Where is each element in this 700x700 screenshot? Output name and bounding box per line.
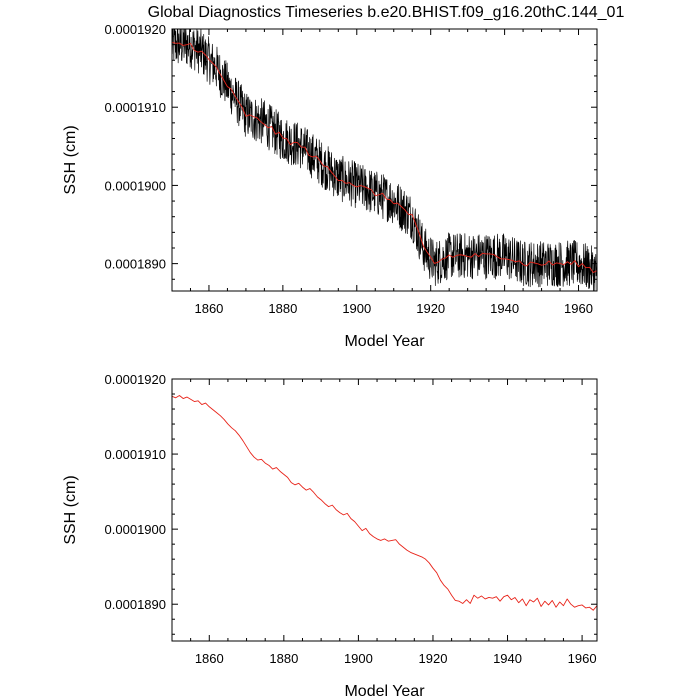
x-tick-label: 1860 xyxy=(195,651,224,666)
y-tick-label: 0.0001900 xyxy=(105,522,166,537)
x-tick-label: 1920 xyxy=(419,651,448,666)
y-axis-label: SSH (cm) xyxy=(62,125,79,194)
plot-frame xyxy=(171,378,598,642)
y-tick-label: 0.0001910 xyxy=(105,447,166,462)
x-tick-label: 1940 xyxy=(493,651,522,666)
x-tick-label: 1920 xyxy=(416,301,445,316)
x-axis: 1860 1880 1900 1920 1940 1960 xyxy=(171,29,598,316)
x-tick-label: 1940 xyxy=(490,301,519,316)
series-line-annual xyxy=(172,41,597,273)
y-tick-label: 0.0001900 xyxy=(105,178,166,193)
x-axis: 1860 1880 1900 1920 1940 1960 xyxy=(171,379,597,666)
x-tick-label: 1900 xyxy=(342,301,371,316)
y-tick-label: 0.0001890 xyxy=(105,597,166,612)
top-panel: 1860 1880 1900 1920 1940 1960 Model Year 0.0001… xyxy=(62,22,598,350)
y-tick-label: 0.0001910 xyxy=(105,100,166,115)
y-tick-label: 0.0001920 xyxy=(105,22,166,37)
x-tick-label: 1960 xyxy=(564,301,593,316)
x-axis-label: Model Year xyxy=(344,333,425,350)
series-line-annual xyxy=(172,395,597,611)
series-line-monthly xyxy=(172,29,597,291)
bottom-panel: 1860 1880 1900 1920 1940 1960 Model Year 0.0001… xyxy=(62,372,598,700)
x-tick-label: 1880 xyxy=(269,651,298,666)
y-axis: 0.0001890 0.0001900 0.0001910 0.0001920 xyxy=(105,372,597,635)
y-tick-label: 0.0001890 xyxy=(105,257,166,272)
x-axis-label: Model Year xyxy=(344,683,425,700)
x-tick-label: 1900 xyxy=(344,651,373,666)
x-tick-label: 1960 xyxy=(568,651,597,666)
x-tick-label: 1880 xyxy=(268,301,297,316)
y-tick-label: 0.0001920 xyxy=(105,372,166,387)
y-axis: 0.0001890 0.0001900 0.0001910 0.0001920 xyxy=(105,22,597,280)
plot-frame xyxy=(171,28,598,292)
figure-title: Global Diagnostics Timeseries b.e20.BHIS… xyxy=(148,4,625,21)
x-tick-label: 1860 xyxy=(194,301,223,316)
y-axis-label: SSH (cm) xyxy=(62,475,79,544)
